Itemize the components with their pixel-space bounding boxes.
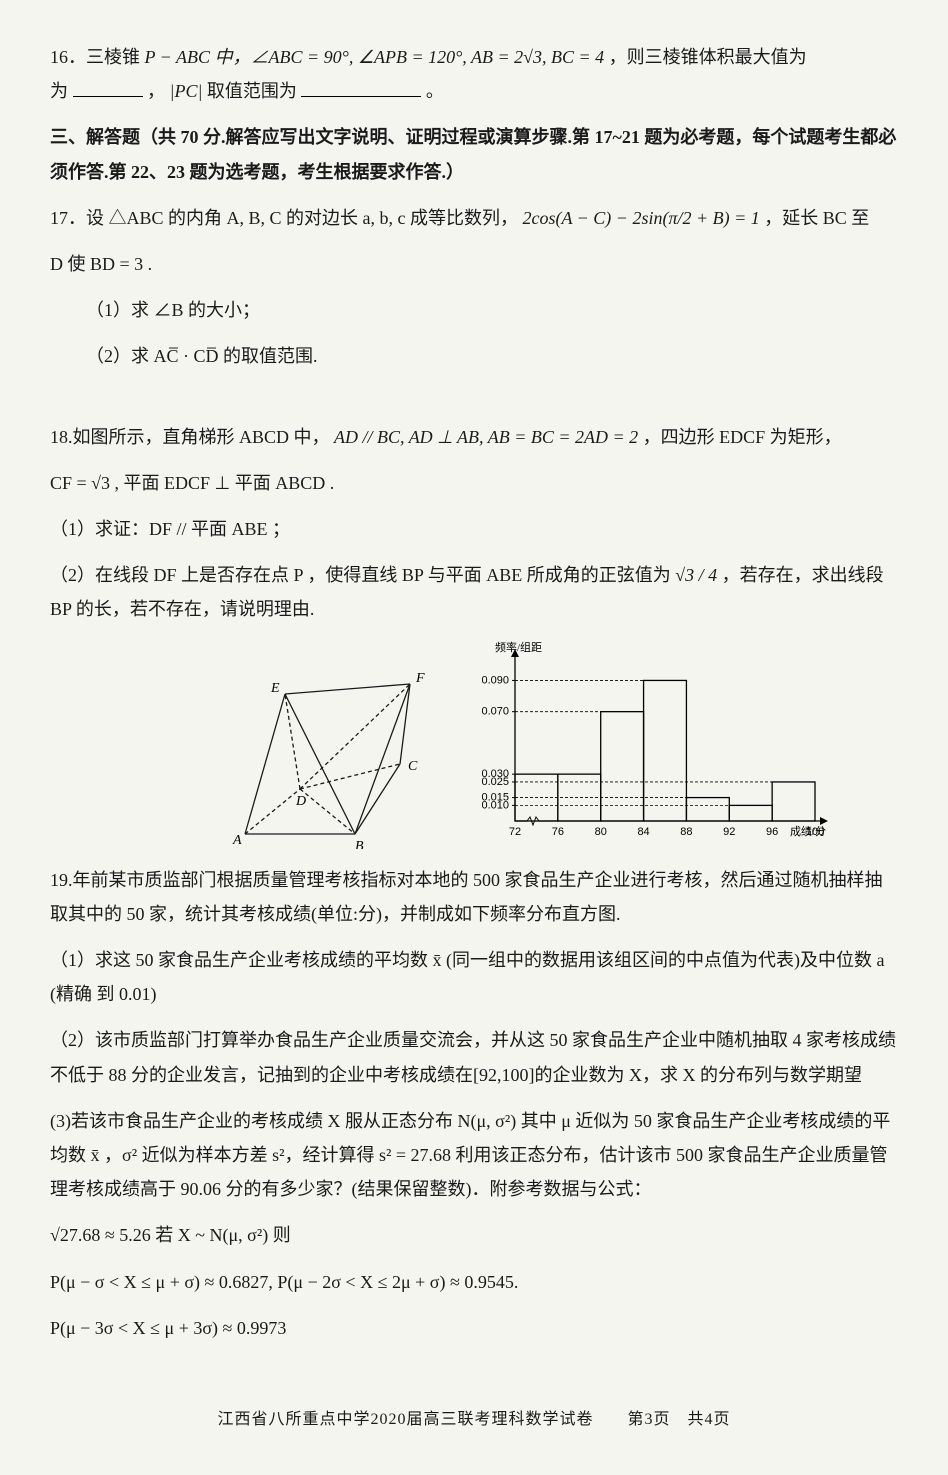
question-16: 16．三棱锥 P − ABC 中，∠ABC = 90°, ∠APB = 120°… <box>50 40 898 108</box>
svg-text:84: 84 <box>637 826 649 838</box>
svg-text:88: 88 <box>680 826 692 838</box>
svg-text:B: B <box>355 839 364 849</box>
svg-text:频率/组距: 频率/组距 <box>495 640 542 654</box>
q16-comma: ， <box>147 81 165 101</box>
q16-tail1: ，则三棱锥体积最大值为 <box>609 47 807 67</box>
q18-l1expr: AD // BC, AD ⊥ AB, AB = BC = 2AD = 2 <box>334 427 638 447</box>
q16-blank-2 <box>301 76 421 97</box>
q18-l1a: 18.如图所示，直角梯形 ABCD 中， <box>50 427 330 447</box>
svg-text:E: E <box>270 681 280 696</box>
histogram-figure: 频率/组距0.0100.0150.0250.0300.0700.09072768… <box>460 639 830 849</box>
q18-l2: CF = √3 , 平面 EDCF ⊥ 平面 ABCD . <box>50 466 898 500</box>
q19-f3: P(μ − 3σ < X ≤ μ + 3σ) ≈ 0.9973 <box>50 1311 898 1345</box>
question-18: 18.如图所示，直角梯形 ABCD 中， AD // BC, AD ⊥ AB, … <box>50 420 898 454</box>
q18-p2a: （2）在线段 DF 上是否存在点 P ，使得直线 BP 与平面 ABE 所成角的… <box>50 565 675 585</box>
q17-part1: （1）求 ∠B 的大小； <box>50 293 898 327</box>
q19-part1: （1）求这 50 家食品生产企业考核成绩的平均数 x̄ (同一组中的数据用该组区… <box>50 943 898 1011</box>
q16-pc: |PC| <box>170 81 203 101</box>
q17-l1b: ，延长 BC 至 <box>764 208 869 228</box>
q18-part2: （2）在线段 DF 上是否存在点 P ，使得直线 BP 与平面 ABE 所成角的… <box>50 558 898 626</box>
svg-text:0.030: 0.030 <box>481 768 509 780</box>
svg-text:76: 76 <box>552 826 564 838</box>
svg-text:0.015: 0.015 <box>481 791 509 803</box>
q19-f1: √27.68 ≈ 5.26 若 X ~ N(μ, σ²) 则 <box>50 1218 898 1252</box>
q16-row2-prefix: 为 <box>50 81 68 101</box>
svg-text:A: A <box>232 833 242 848</box>
histogram-svg: 频率/组距0.0100.0150.0250.0300.0700.09072768… <box>460 639 830 849</box>
section-3-heading: 三、解答题（共 70 分.解答应写出文字说明、证明过程或演算步骤.第 17~21… <box>50 120 898 188</box>
geometry-figure: A B D C E F <box>230 659 430 849</box>
q17-part2: （2）求 AC̅ · CD̅ 的取值范围. <box>50 339 898 373</box>
q16-blank-1 <box>73 76 143 97</box>
q16-expr: P − ABC 中，∠ABC = 90°, ∠APB = 120°, AB = … <box>145 47 605 67</box>
svg-text:成绩/分: 成绩/分 <box>790 825 826 838</box>
svg-text:72: 72 <box>509 826 521 838</box>
q19-f2: P(μ − σ < X ≤ μ + σ) ≈ 0.6827, P(μ − 2σ … <box>50 1265 898 1299</box>
page-footer: 江西省八所重点中学2020届高三联考理科数学试卷 第3页 共4页 <box>50 1405 898 1435</box>
q17-l1a: 17．设 △ABC 的内角 A, B, C 的对边长 a, b, c 成等比数列… <box>50 208 518 228</box>
svg-text:80: 80 <box>595 826 607 838</box>
q17-expr: 2cos(A − C) − 2sin(π/2 + B) = 1 <box>523 208 760 228</box>
q18-frac: √3 / 4 <box>675 565 717 585</box>
svg-text:92: 92 <box>723 826 735 838</box>
svg-text:0.090: 0.090 <box>481 674 509 686</box>
question-17: 17．设 △ABC 的内角 A, B, C 的对边长 a, b, c 成等比数列… <box>50 201 898 235</box>
svg-text:D: D <box>295 794 306 809</box>
question-19: 19.年前某市质监部门根据质量管理考核指标对本地的 500 家食品生产企业进行考… <box>50 863 898 931</box>
q19-part2: （2）该市质监部门打算举办食品生产企业质量交流会，并从这 50 家食品生产企业中… <box>50 1023 898 1091</box>
q16-text: 16．三棱锥 <box>50 47 145 67</box>
q16-period: 。 <box>426 81 444 101</box>
q18-l1b: ，四边形 EDCF 为矩形， <box>643 427 842 447</box>
figure-row: ABDCEF 频率/组距0.0100.0150.0250.0300.0700.0… <box>50 639 898 849</box>
svg-text:F: F <box>415 671 425 686</box>
geometry-svg: A B D C E F <box>230 659 430 849</box>
svg-text:C: C <box>408 759 418 774</box>
q18-part1: （1）求证：DF // 平面 ABE ； <box>50 512 898 546</box>
q16-tail2: 取值范围为 <box>207 81 297 101</box>
svg-text:96: 96 <box>766 826 778 838</box>
q17-line2: D 使 BD = 3 . <box>50 247 898 281</box>
q19-part3: (3)若该市食品生产企业的考核成绩 X 服从正态分布 N(μ, σ²) 其中 μ… <box>50 1104 898 1207</box>
svg-text:0.070: 0.070 <box>481 705 509 717</box>
